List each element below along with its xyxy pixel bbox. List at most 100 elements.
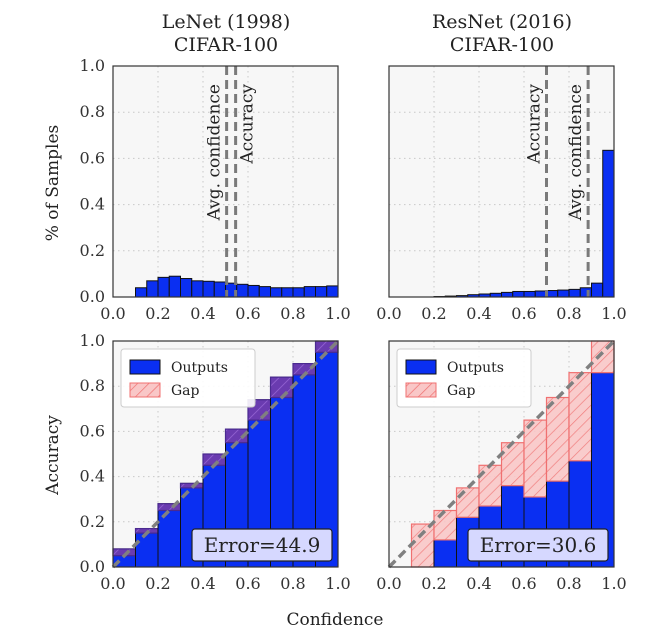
vline-label: Accuracy [525, 84, 545, 165]
legend-gap-swatch [405, 382, 437, 398]
x-tick-label: 0.0 [100, 574, 125, 593]
histogram-bar [568, 288, 581, 298]
lenet-title-line1: LeNet (1998) [162, 11, 291, 33]
x-tick-label: 0.8 [556, 574, 581, 593]
y-tick-label: 0.6 [80, 148, 105, 167]
histogram-bar [191, 280, 204, 298]
y-tick-label: 0.0 [80, 557, 105, 576]
plot-frame [112, 340, 339, 568]
accuracy-ylabel: Accuracy [43, 415, 63, 496]
perfect-calibration-line [387, 339, 616, 569]
error-text: Error=44.9 [204, 533, 321, 557]
vline-label: Avg. confidence [566, 84, 586, 221]
gap-bar [410, 523, 435, 568]
plot-frame [388, 65, 615, 298]
histogram-bar [135, 287, 148, 298]
histogram-bar [270, 287, 283, 298]
x-tick-label: 0.2 [145, 574, 170, 593]
y-tick-label: 0.6 [80, 421, 105, 440]
histogram-bar [591, 282, 604, 298]
resnet-reliability-panel: Outputs Gap Error=30.6 0.0 0.2 0.4 0.6 0.8 1.0 [376, 339, 627, 593]
gap-bar [523, 419, 548, 498]
x-tick-label: 0.2 [421, 304, 446, 323]
x-tick-label: 0.8 [280, 304, 305, 323]
y-tick-label: 0.0 [80, 287, 105, 306]
lenet-reliability-panel: Outputs Gap Error=44.9 0.0 0.2 0.4 0.6 0.8 1.0 0.… [80, 331, 351, 593]
y-tick-label: 0.2 [80, 241, 105, 260]
legend-outputs-swatch [405, 359, 437, 375]
histogram-bar [512, 290, 525, 298]
x-tick-label: 1.0 [601, 574, 626, 593]
error-box [191, 528, 333, 562]
x-tick-label: 0.0 [376, 304, 401, 323]
plot-frame [388, 340, 615, 568]
x-tick-label: 0.0 [100, 304, 125, 323]
x-tick-label: 0.6 [235, 304, 260, 323]
y-tick-label: 0.8 [80, 102, 105, 121]
histogram-bar [326, 285, 339, 298]
x-tick-label: 0.6 [511, 304, 536, 323]
y-tick-label: 1.0 [80, 56, 105, 75]
y-tick-label: 1.0 [80, 331, 105, 350]
x-tick-label: 0.8 [280, 574, 305, 593]
x-tick-label: 0.2 [421, 574, 446, 593]
histogram-bar [281, 287, 294, 298]
histogram-bar [303, 286, 316, 298]
vline-label: Accuracy [238, 84, 258, 165]
error-text: Error=30.6 [480, 533, 597, 557]
histogram-bar [258, 286, 271, 298]
histogram-bar [602, 149, 615, 298]
legend: Outputs Gap [120, 348, 256, 408]
outputs-bar [433, 539, 457, 568]
plot-frame [112, 65, 339, 298]
y-tick-label: 0.8 [80, 376, 105, 395]
histogram-bar [247, 284, 260, 298]
lenet-title-line2: CIFAR-100 [174, 34, 278, 56]
histogram-bar [292, 287, 305, 298]
perfect-calibration-line [111, 339, 340, 569]
histogram-bar [157, 276, 170, 298]
histogram-bar [315, 286, 328, 298]
legend-outputs-label: Outputs [171, 360, 228, 376]
histogram-bar [523, 290, 536, 298]
x-tick-label: 0.4 [190, 304, 215, 323]
x-tick-label: 0.6 [511, 574, 536, 593]
histogram-bar [534, 290, 547, 298]
x-tick-label: 0.4 [466, 304, 491, 323]
histogram-bar [501, 291, 514, 298]
x-tick-label: 1.0 [325, 574, 350, 593]
histogram-bar [168, 275, 181, 298]
histogram-bar [546, 290, 559, 298]
x-tick-label: 0.8 [556, 304, 581, 323]
histogram-bar [236, 283, 249, 298]
lenet-histogram-panel: Avg. confidence Accuracy 0.0 0.2 0.4 0.6 0.8 1.… [80, 56, 351, 323]
y-tick-label: 0.4 [80, 467, 105, 486]
legend: Outputs Gap [396, 348, 532, 408]
x-tick-label: 0.4 [466, 574, 491, 593]
x-tick-label: 0.0 [376, 574, 401, 593]
x-tick-label: 0.6 [235, 574, 260, 593]
vline-label: Avg. confidence [205, 84, 225, 221]
histogram-bar [180, 278, 193, 298]
x-tick-label: 0.2 [145, 304, 170, 323]
gap-bar [269, 376, 294, 399]
gap-bar [433, 509, 458, 541]
legend-gap-swatch [129, 382, 161, 398]
error-box [467, 528, 609, 562]
histogram-bar [557, 289, 570, 298]
legend-gap-label: Gap [171, 383, 200, 399]
histogram-bar [579, 287, 592, 298]
gap-bar [545, 396, 570, 482]
y-tick-label: 0.4 [80, 195, 105, 214]
legend-gap-label: Gap [447, 383, 476, 399]
legend-outputs-label: Outputs [447, 360, 504, 376]
gap-bar [455, 487, 480, 518]
outputs-bar [157, 503, 181, 568]
resnet-title-line2: CIFAR-100 [450, 34, 554, 56]
histogram-bar [202, 280, 215, 298]
gap-bar [500, 442, 525, 487]
y-tick-label: 0.2 [80, 512, 105, 531]
x-tick-label: 1.0 [601, 304, 626, 323]
histogram-bar [213, 281, 226, 298]
confidence-xlabel: Confidence [286, 610, 383, 630]
